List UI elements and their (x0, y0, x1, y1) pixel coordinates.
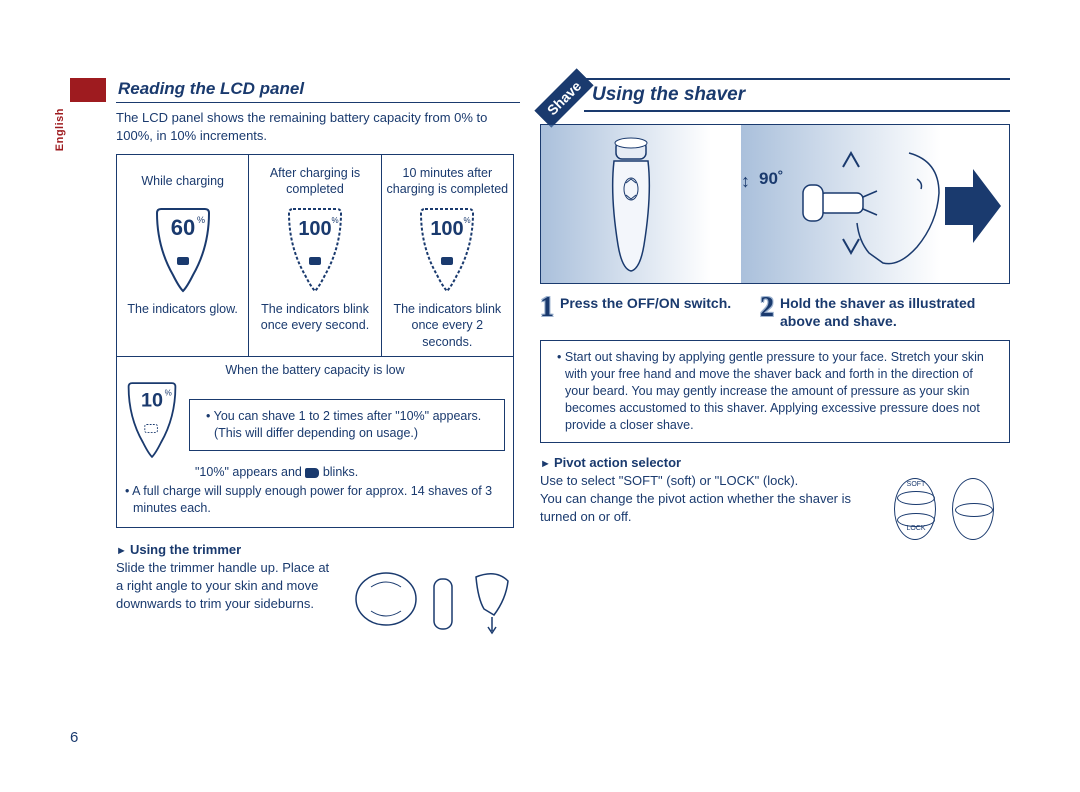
lcd-shield-icon: 60 % (153, 207, 213, 293)
cell-title: After charging is completed (253, 161, 376, 201)
trimmer-text: Slide the trimmer handle up. Place at a … (116, 559, 336, 639)
soft-label: SOFT (895, 481, 937, 488)
section-heading: Reading the LCD panel (116, 78, 520, 103)
cell-desc: The indicators blink once every 2 second… (386, 301, 509, 350)
trimmer-row: Slide the trimmer handle up. Place at a … (116, 559, 520, 639)
lcd-shield-icon: 100 % (285, 207, 345, 293)
blink-text: "10%" appears and blinks. (195, 465, 505, 479)
tips-box: Start out shaving by applying gentle pre… (540, 340, 1010, 442)
shave-title: Using the shaver (584, 78, 1010, 112)
cell-desc: The indicators blink once every second. (253, 301, 376, 345)
approx-note: A full charge will supply enough power f… (125, 483, 505, 517)
heading-marker (70, 78, 106, 102)
steps-row: 1 Press the OFF/ON switch. 2 Hold the sh… (540, 294, 1010, 330)
step-1: 1 Press the OFF/ON switch. (540, 294, 750, 330)
lcd-cell-charging: While charging 60 % The indicators glow. (117, 155, 249, 356)
cell-desc: The indicators glow. (127, 301, 237, 345)
svg-text:%: % (464, 216, 471, 225)
tips-text: Start out shaving by applying gentle pre… (557, 349, 999, 433)
trimmer-illustration (346, 559, 516, 639)
lock-label: LOCK (895, 525, 937, 532)
cell-title: While charging (141, 161, 224, 201)
angle-label: 90˚ (759, 169, 784, 189)
lcd-shield-icon: 10 % (125, 381, 179, 459)
pivot-diagram: SOFT LOCK (890, 472, 1010, 562)
pivot-text: Use to select "SOFT" (soft) or "LOCK" (l… (540, 472, 880, 562)
left-column: English Reading the LCD panel The LCD pa… (70, 78, 520, 738)
big-arrow-icon (943, 163, 1003, 249)
svg-text:60: 60 (170, 215, 194, 240)
shave-header: Shave Using the shaver (540, 78, 1010, 116)
right-column: Shave Using the shaver ↕ 90˚ (540, 78, 1010, 738)
heading-block: Reading the LCD panel (70, 78, 520, 103)
updown-icon: ↕ (741, 171, 750, 192)
lcd-cell-after: 10 minutes after charging is completed 1… (382, 155, 513, 356)
step-number: 2 (760, 294, 774, 322)
step-2: 2 Hold the shaver as illustrated above a… (760, 294, 1010, 330)
step-text: Press the OFF/ON switch. (560, 294, 731, 312)
svg-text:100: 100 (431, 218, 464, 240)
face-drawing (799, 143, 949, 273)
svg-text:10: 10 (141, 389, 163, 411)
pivot-row: Use to select "SOFT" (soft) or "LOCK" (l… (540, 472, 1010, 562)
svg-text:%: % (331, 216, 338, 225)
low-battery-box: When the battery capacity is low 10 % Yo… (116, 357, 514, 528)
language-label: English (54, 108, 66, 151)
low-note: You can shave 1 to 2 times after "10%" a… (206, 408, 494, 442)
shaver-drawing (596, 135, 666, 275)
svg-text:%: % (197, 215, 205, 225)
manual-page: English Reading the LCD panel The LCD pa… (70, 78, 1010, 738)
svg-text:100: 100 (298, 218, 331, 240)
step-number: 1 (540, 294, 554, 322)
intro-text: The LCD panel shows the remaining batter… (116, 109, 520, 144)
trimmer-heading: Using the trimmer (116, 542, 520, 557)
lcd-cell-complete: After charging is completed 100 % The in… (249, 155, 381, 356)
low-sub-box: You can shave 1 to 2 times after "10%" a… (189, 399, 505, 451)
step-text: Hold the shaver as illustrated above and… (780, 294, 1010, 330)
lcd-shield-icon: 100 % (417, 207, 477, 293)
low-title: When the battery capacity is low (125, 363, 505, 377)
cell-title: 10 minutes after charging is completed (386, 161, 509, 201)
shaver-illustration-box: ↕ 90˚ (540, 124, 1010, 284)
page-number: 6 (70, 729, 78, 746)
pivot-heading: Pivot action selector (540, 455, 1010, 470)
plug-icon (305, 468, 319, 478)
svg-text:%: % (165, 389, 172, 398)
lcd-states-table: While charging 60 % The indicators glow.… (116, 154, 514, 357)
